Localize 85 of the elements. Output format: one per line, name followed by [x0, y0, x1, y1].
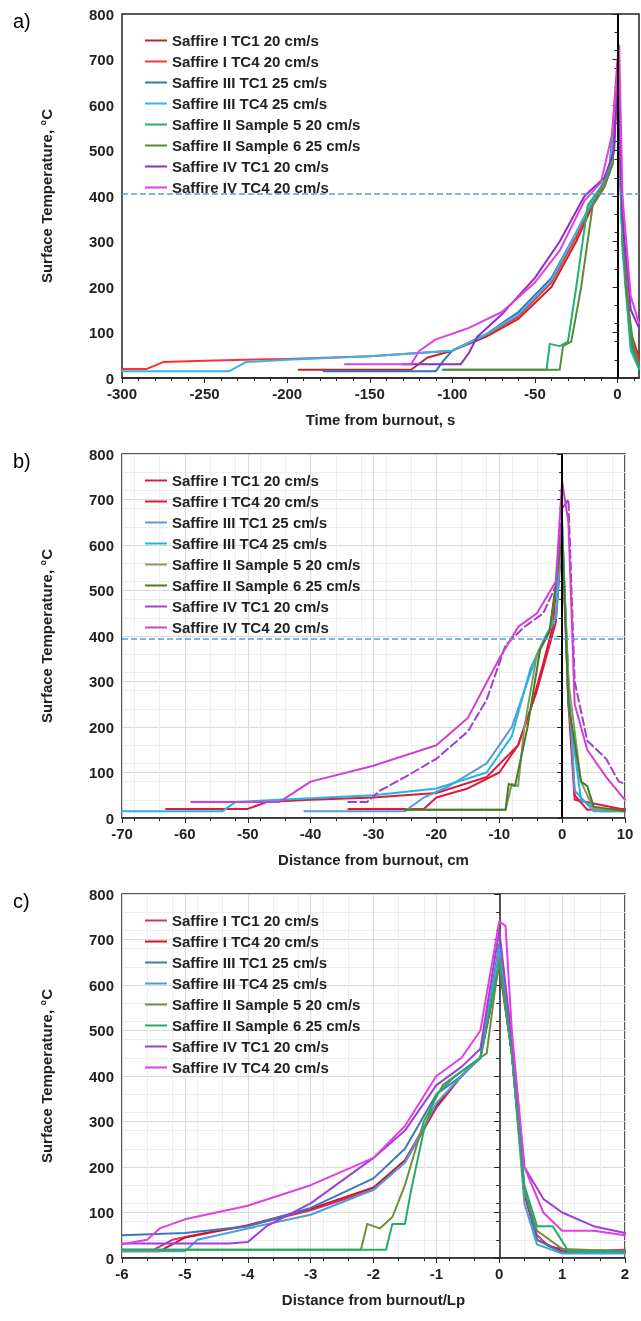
- x-tick-label: -100: [437, 385, 468, 402]
- x-tick-label: -30: [362, 825, 385, 842]
- y-tick-label: 0: [105, 369, 114, 387]
- y-tick-label: 500: [88, 1022, 114, 1039]
- x-tick-label: 1: [557, 1265, 567, 1282]
- legend-label: Saffire III TC1 25 cm/s: [172, 954, 328, 971]
- y-tick-label: 600: [88, 96, 114, 114]
- x-axis-title: Time from burnout, s: [305, 411, 456, 428]
- legend-label: Saffire III TC4 25 cm/s: [172, 535, 328, 552]
- y-tick-label: 600: [88, 536, 114, 554]
- legend-label: Saffire II Sample 6 25 cm/s: [172, 1017, 361, 1034]
- legend-label: Saffire I TC1 20 cm/s: [172, 472, 319, 489]
- x-tick-label: -50: [524, 385, 546, 402]
- y-tick-label: 800: [88, 445, 114, 463]
- legend-label: Saffire I TC1 20 cm/s: [172, 912, 319, 929]
- x-tick-label: 2: [620, 1265, 630, 1282]
- x-tick-label: -50: [236, 825, 259, 842]
- legend-label: Saffire III TC1 25 cm/s: [172, 74, 328, 91]
- legend-label: Saffire II Sample 5 20 cm/s: [172, 556, 361, 573]
- legend-label: Saffire IV TC4 20 cm/s: [172, 1059, 329, 1076]
- y-tick-label: 0: [105, 1249, 114, 1267]
- x-tick-label: -150: [354, 385, 385, 402]
- y-tick-label: 300: [88, 1113, 114, 1130]
- y-tick-label: 400: [88, 627, 114, 645]
- y-tick-label: 100: [88, 1204, 114, 1221]
- legend-label: Saffire IV TC1 20 cm/s: [172, 1038, 329, 1055]
- chart-title: b): [13, 450, 31, 472]
- legend-label: Saffire III TC1 25 cm/s: [172, 514, 328, 531]
- x-tick-label: -5: [178, 1265, 192, 1282]
- x-tick-label: -70: [111, 825, 133, 842]
- x-tick-label: -6: [115, 1265, 129, 1282]
- y-tick-label: 300: [88, 673, 114, 690]
- y-tick-label: 800: [88, 5, 114, 23]
- y-tick-label: 700: [88, 931, 114, 948]
- y-tick-label: 200: [88, 278, 114, 296]
- x-tick-label: -60: [174, 825, 196, 842]
- y-tick-label: 800: [88, 885, 114, 903]
- legend-label: Saffire I TC4 20 cm/s: [172, 933, 319, 950]
- chart-title: c): [13, 890, 30, 912]
- x-tick-label: 0: [557, 825, 567, 842]
- legend-label: Saffire III TC4 25 cm/s: [172, 95, 328, 112]
- y-tick-label: 500: [88, 582, 114, 599]
- y-tick-label: 400: [88, 187, 114, 205]
- x-tick-label: -20: [425, 825, 448, 842]
- x-tick-label: -3: [303, 1265, 318, 1282]
- x-tick-label: -1: [429, 1265, 444, 1282]
- y-tick-label: 300: [88, 233, 114, 250]
- x-tick-label: -2: [366, 1265, 381, 1282]
- legend-label: Saffire II Sample 6 25 cm/s: [172, 577, 361, 594]
- y-tick-label: 100: [88, 324, 114, 341]
- y-tick-label: 600: [88, 976, 114, 994]
- legend-label: Saffire II Sample 6 25 cm/s: [172, 137, 361, 154]
- y-tick-label: 0: [105, 809, 114, 827]
- x-tick-label: -10: [488, 825, 511, 842]
- legend-label: Saffire I TC1 20 cm/s: [172, 32, 319, 49]
- x-tick-label: -40: [299, 825, 322, 842]
- legend-label: Saffire IV TC4 20 cm/s: [172, 619, 329, 636]
- legend-label: Saffire II Sample 5 20 cm/s: [172, 996, 361, 1013]
- y-tick-label: 500: [88, 142, 114, 159]
- y-tick-label: 100: [88, 764, 114, 781]
- legend-label: Saffire IV TC4 20 cm/s: [172, 179, 329, 196]
- y-tick-label: 700: [88, 491, 114, 508]
- x-tick-label: -4: [241, 1265, 256, 1282]
- x-tick-label: -200: [272, 385, 303, 402]
- y-tick-label: 200: [88, 718, 114, 736]
- y-axis-title: Surface Temperature, °C: [38, 988, 55, 1164]
- x-tick-label: -250: [189, 385, 220, 402]
- y-tick-label: 700: [88, 51, 114, 68]
- x-axis-title: Distance from burnout, cm: [278, 851, 469, 868]
- x-tick-label: 0: [495, 1265, 504, 1282]
- y-axis-title: Surface Temperature, °C: [38, 548, 55, 724]
- x-tick-label: 10: [616, 825, 634, 842]
- x-axis-title: Distance from burnout/Lp: [281, 1291, 466, 1308]
- y-tick-label: 400: [88, 1067, 114, 1085]
- legend-label: Saffire I TC4 20 cm/s: [172, 53, 319, 70]
- legend-label: Saffire II Sample 5 20 cm/s: [172, 116, 361, 133]
- legend-label: Saffire IV TC1 20 cm/s: [172, 598, 329, 615]
- x-tick-label: 0: [613, 385, 622, 402]
- y-axis-title: Surface Temperature, °C: [38, 108, 55, 284]
- legend-label: Saffire I TC4 20 cm/s: [172, 493, 319, 510]
- chart-title: a): [13, 10, 31, 32]
- legend-label: Saffire IV TC1 20 cm/s: [172, 158, 329, 175]
- legend-label: Saffire III TC4 25 cm/s: [172, 975, 328, 992]
- y-tick-label: 200: [88, 1158, 114, 1176]
- x-tick-label: -300: [106, 385, 138, 402]
